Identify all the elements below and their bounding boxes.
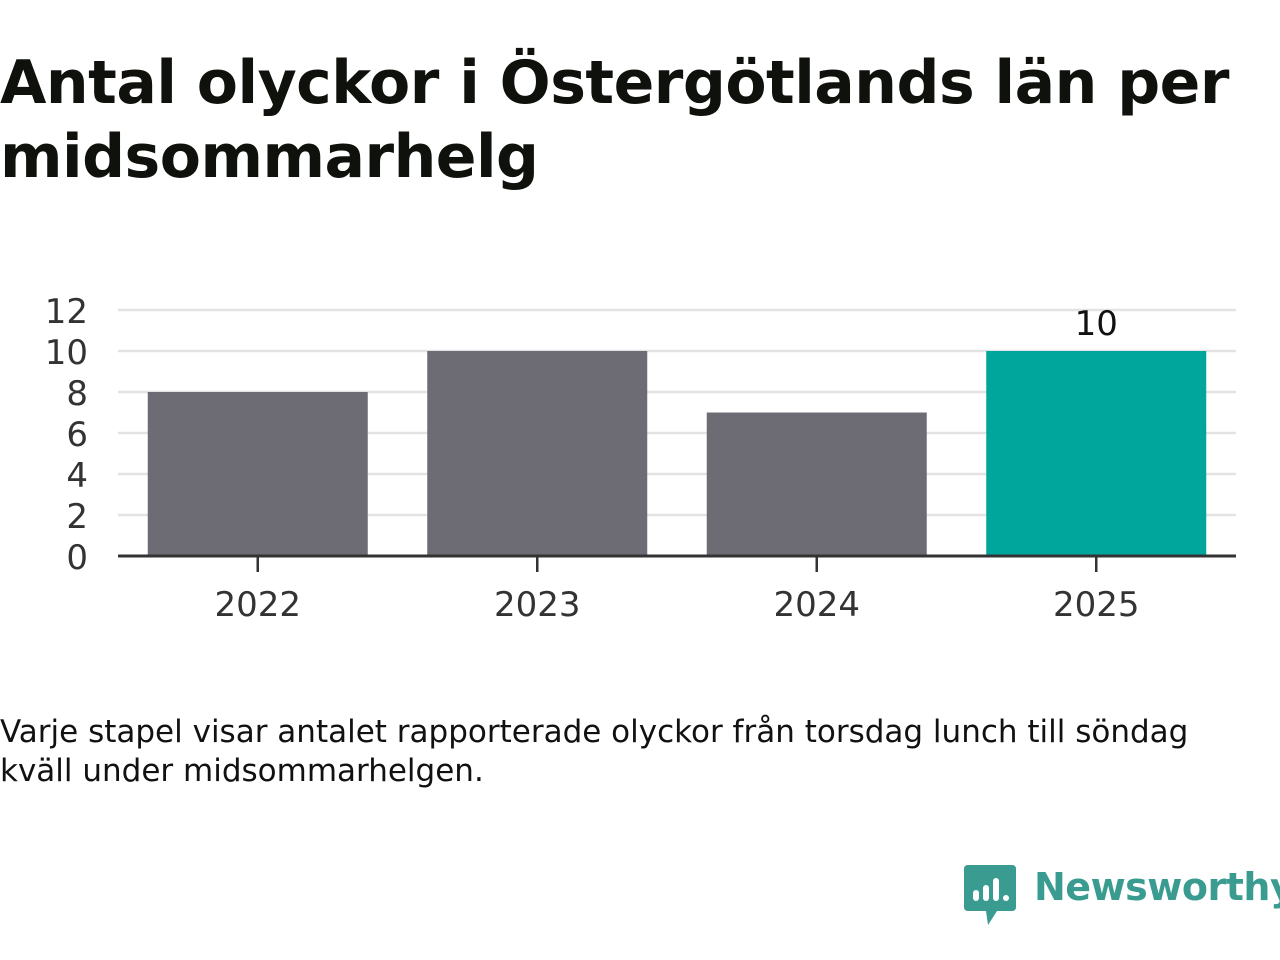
bar-2025 (986, 351, 1207, 556)
x-axis-ticks: 2022 2023 2024 2025 (214, 556, 1140, 625)
y-tick-label: 12 (45, 292, 88, 332)
bars (147, 351, 1207, 556)
data-label: 10 (1075, 304, 1118, 344)
chart-title: Antal olyckor i Östergötlands län per mi… (0, 48, 1229, 192)
newsworthy-logo-text: Newsworthy (1034, 865, 1280, 909)
newsworthy-logo[interactable]: Newsworthy (964, 864, 1280, 928)
y-tick-label: 10 (45, 333, 88, 373)
y-tick-label: 4 (66, 456, 88, 496)
y-tick-label: 2 (66, 497, 88, 537)
y-tick-label: 8 (66, 374, 88, 414)
y-tick-label: 6 (66, 415, 88, 455)
x-tick-label: 2022 (214, 585, 301, 625)
bar-2022 (147, 392, 368, 556)
x-tick-label: 2025 (1053, 585, 1140, 625)
bar-2023 (427, 351, 648, 556)
x-tick-label: 2024 (773, 585, 860, 625)
newsworthy-logo-icon (964, 865, 1016, 925)
chart-caption: Varje stapel visar antalet rapporterade … (0, 714, 1189, 789)
y-tick-label: 0 (66, 538, 88, 578)
x-tick-label: 2023 (494, 585, 581, 625)
bar-2024 (706, 412, 927, 556)
data-labels: 10 (1075, 304, 1118, 344)
